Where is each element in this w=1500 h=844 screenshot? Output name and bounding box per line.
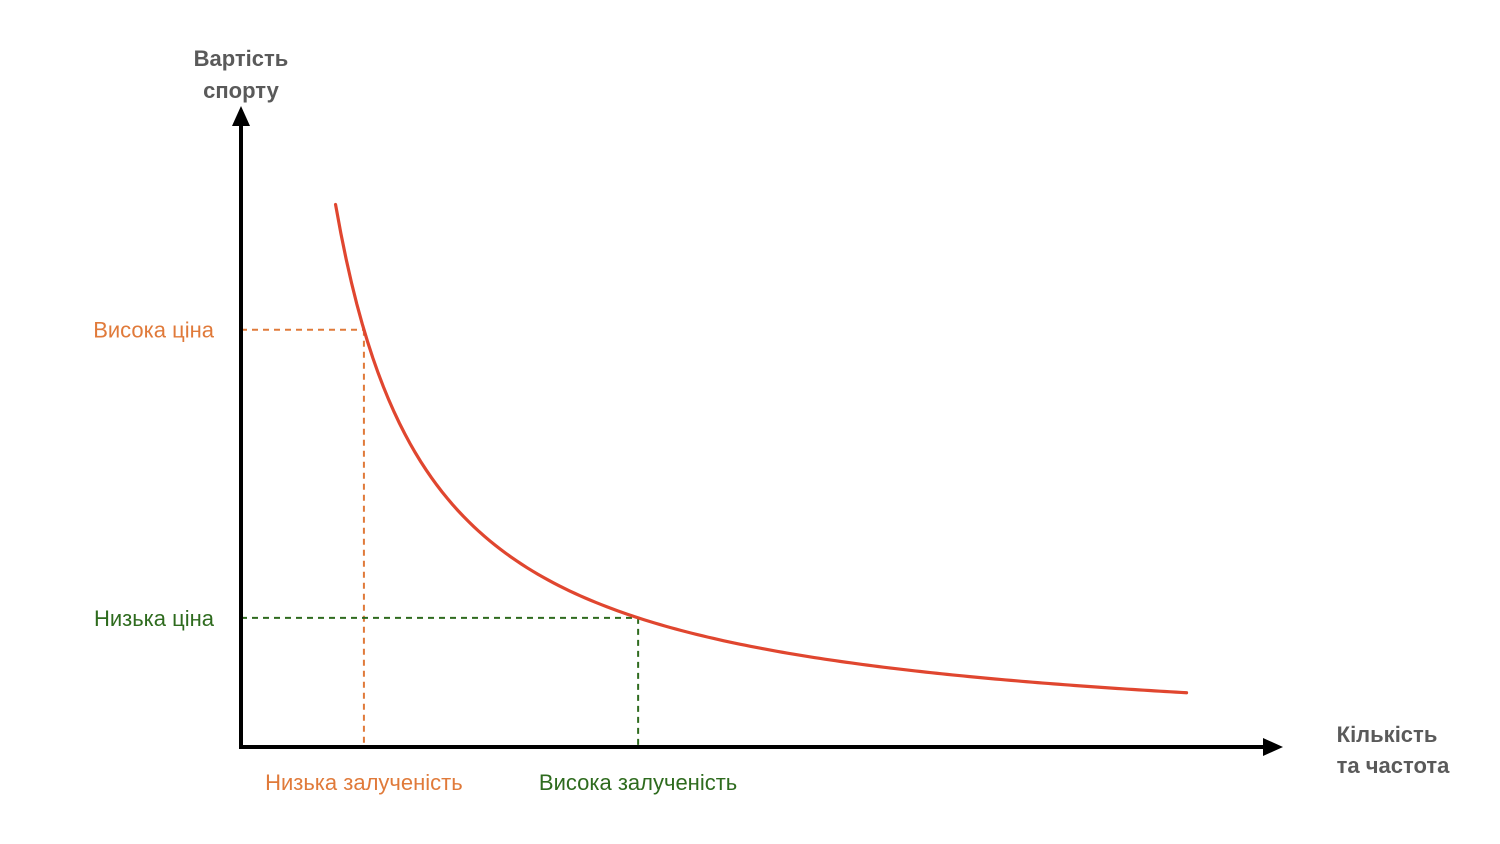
low-engagement-label: Низька залученість	[265, 770, 463, 795]
low-price-label: Низька ціна	[94, 606, 215, 631]
x-axis-arrowhead	[1263, 738, 1283, 756]
y-axis-title-line2: спорту	[203, 78, 279, 103]
x-axis-title-line1: Кількість	[1337, 722, 1438, 747]
high-engagement-label: Висока залученість	[539, 770, 737, 795]
y-axis-arrowhead	[232, 106, 250, 126]
price-demand-curve	[333, 202, 1189, 695]
y-axis-title-line1: Вартість	[194, 46, 289, 71]
high-price-label: Висока ціна	[93, 318, 215, 343]
reference-lines	[241, 328, 640, 747]
x-axis-title-line2: та частота	[1337, 753, 1451, 778]
